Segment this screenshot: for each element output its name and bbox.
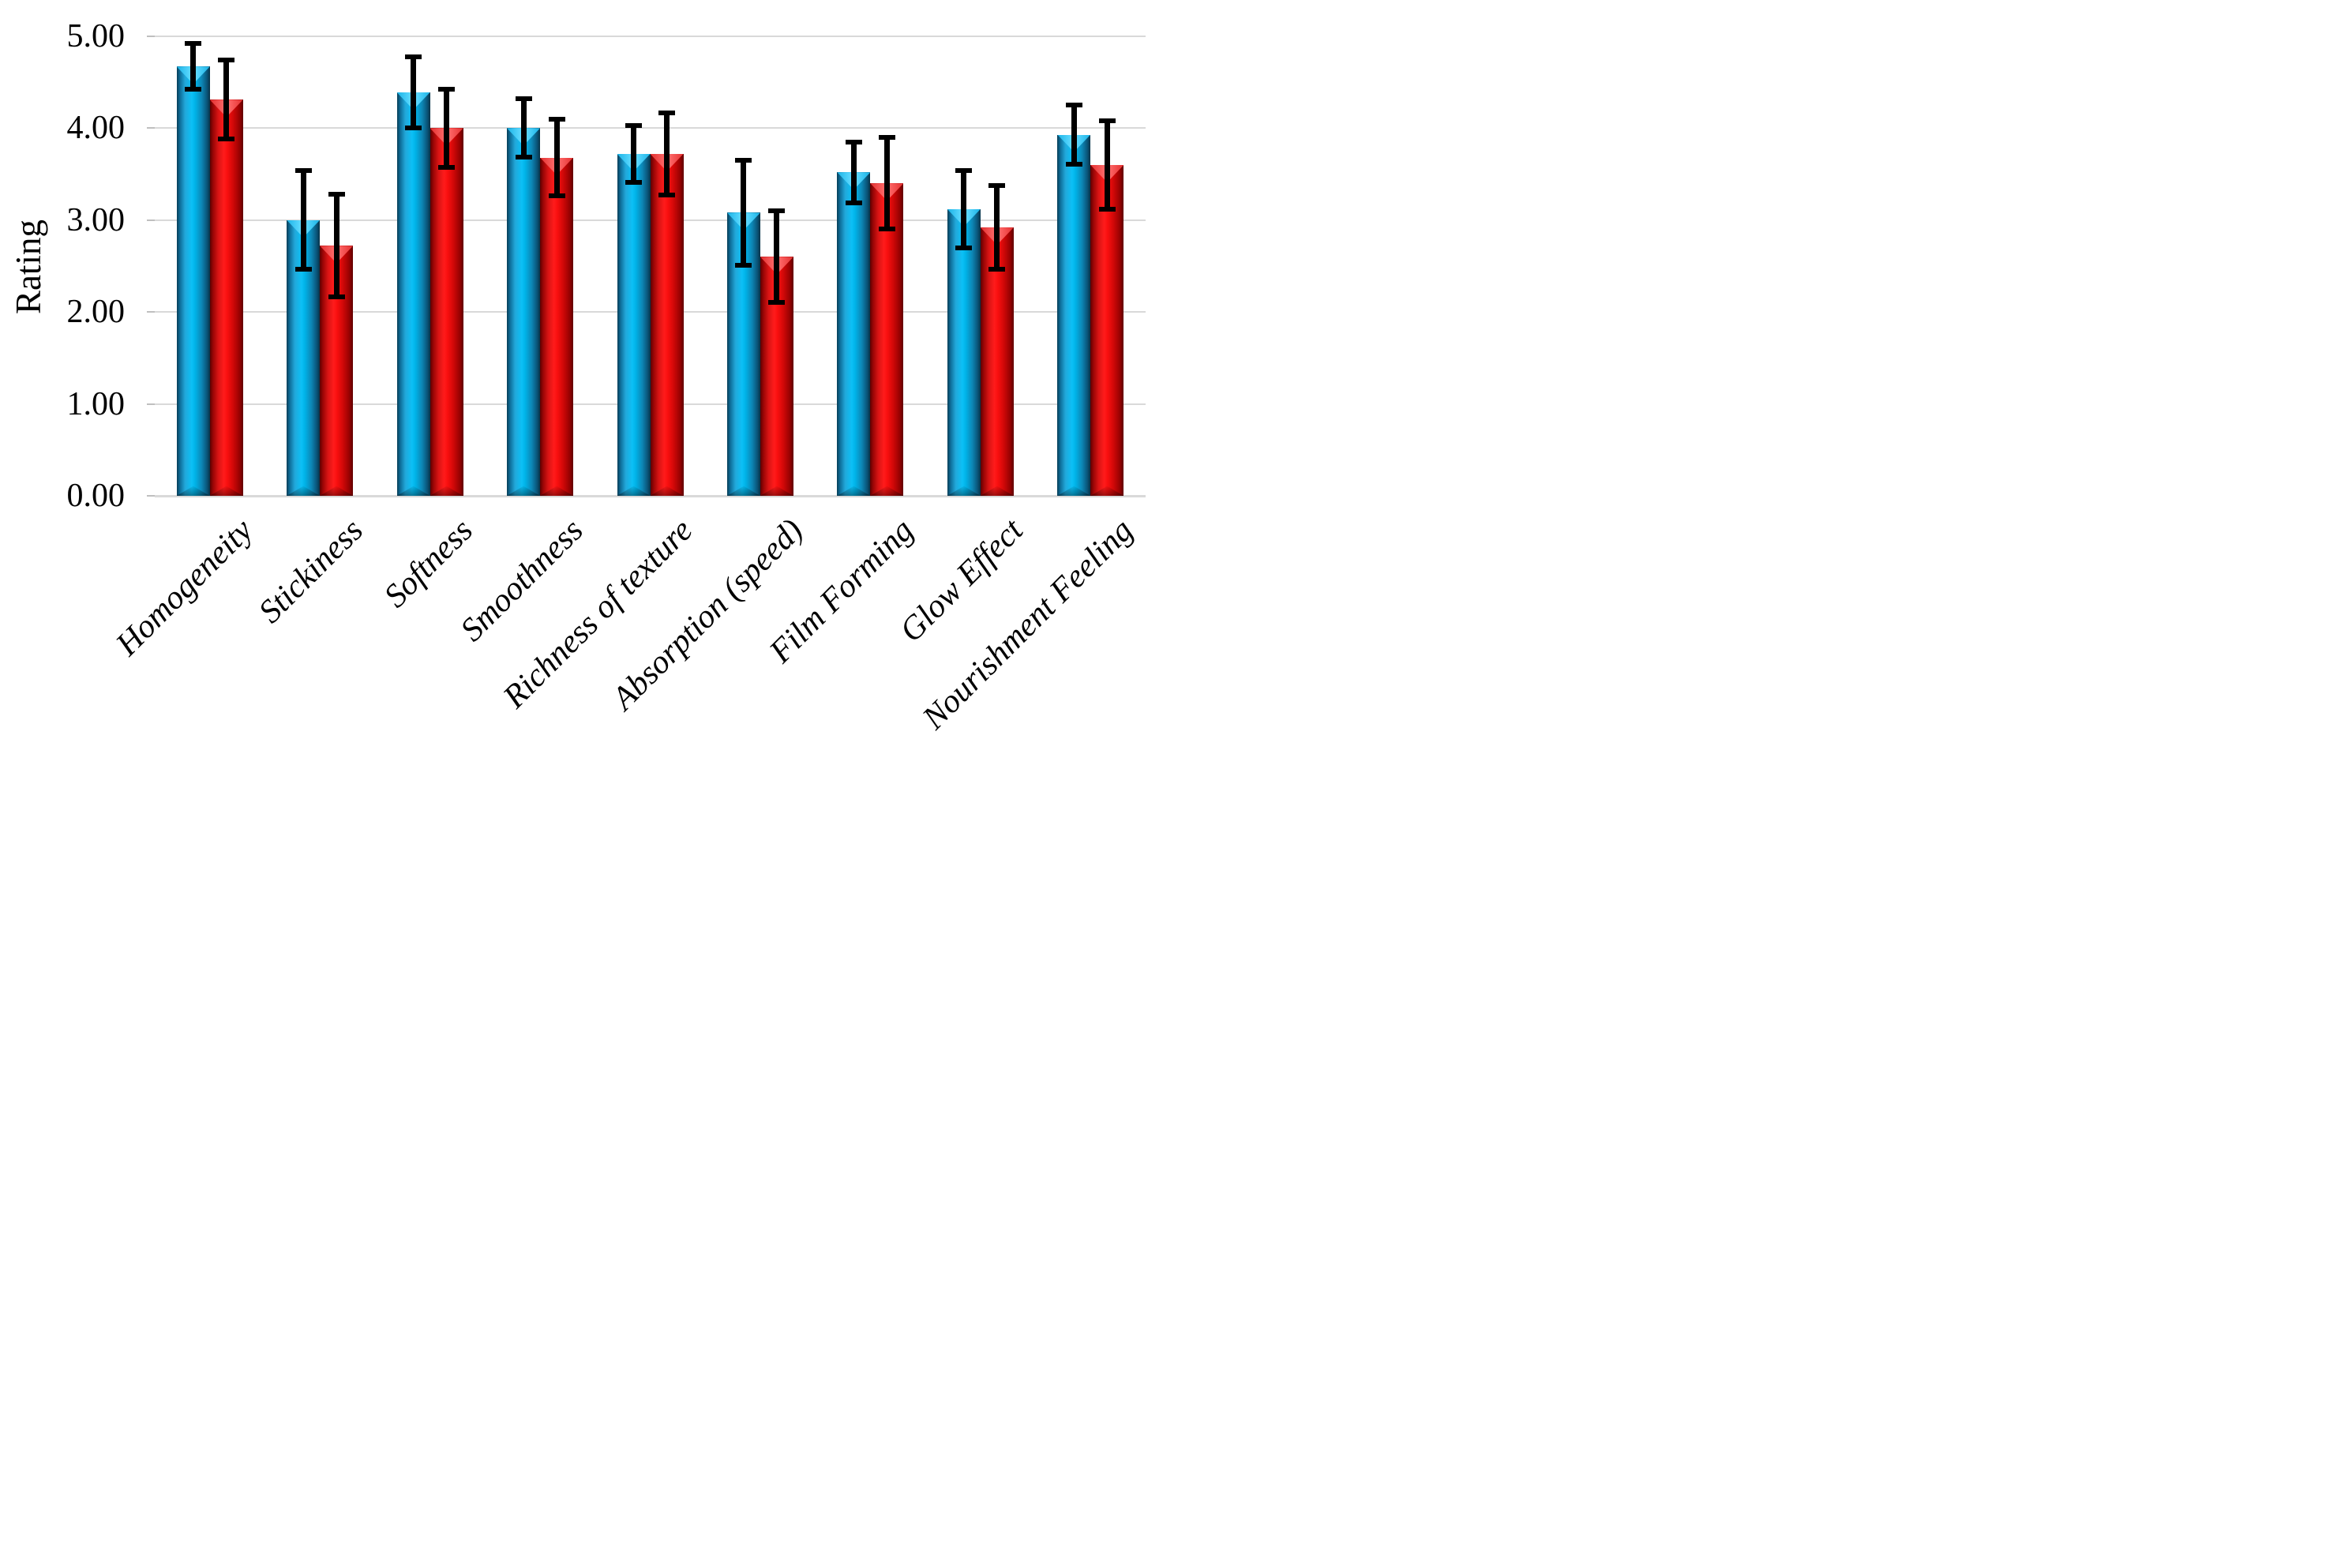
- bar-red-series: [430, 128, 463, 496]
- error-bar-cap-top: [438, 86, 456, 92]
- error-bar-stem: [520, 99, 527, 157]
- bar-blue-series: [617, 153, 651, 496]
- category-label: Richness of texture: [497, 512, 700, 716]
- y-axis-tick: [147, 219, 155, 221]
- error-bar-cap-top: [218, 58, 235, 63]
- y-axis-tick: [147, 36, 155, 37]
- bar-red-series: [980, 227, 1014, 496]
- bar-red-series: [540, 157, 574, 496]
- error-bar-stem: [411, 57, 417, 128]
- bar-blue-series: [176, 66, 210, 496]
- category-label: Softness: [377, 512, 480, 615]
- error-bar-cap-top: [515, 96, 532, 102]
- error-bar-cap-top: [625, 123, 642, 129]
- error-bar-cap-top: [1065, 103, 1082, 108]
- error-bar-stem: [223, 61, 230, 139]
- y-tick-label: 5.00: [66, 18, 126, 54]
- gridline: [155, 36, 1146, 37]
- error-bar-stem: [664, 113, 670, 195]
- y-tick-label: 3.00: [66, 201, 126, 238]
- error-bar-stem: [444, 89, 450, 167]
- error-bar-cap-bottom: [988, 267, 1006, 272]
- error-bar-cap-top: [1098, 118, 1116, 124]
- error-bar-cap-bottom: [845, 200, 862, 205]
- error-bar-stem: [961, 171, 967, 247]
- error-bar-cap-bottom: [735, 262, 752, 268]
- error-bar-stem: [883, 138, 890, 229]
- error-bar-cap-top: [845, 140, 862, 145]
- bar-blue-series: [396, 92, 430, 496]
- bar-red-series: [209, 99, 243, 496]
- y-tick-label: 0.00: [66, 478, 126, 514]
- error-bar-cap-bottom: [328, 294, 345, 300]
- category-label: Nourishment Feeling: [916, 512, 1141, 737]
- gridline: [155, 127, 1146, 129]
- error-bar-stem: [850, 143, 857, 202]
- error-bar-cap-top: [658, 110, 675, 115]
- gridline: [155, 495, 1146, 497]
- bar-blue-series: [947, 208, 981, 496]
- error-bar-cap-bottom: [1065, 161, 1082, 167]
- category-label: Homogeneity: [109, 512, 260, 663]
- error-bar-cap-bottom: [625, 179, 642, 185]
- error-bar-stem: [553, 119, 560, 196]
- error-bar-stem: [1104, 122, 1110, 208]
- error-bar-cap-bottom: [185, 87, 202, 92]
- y-tick-label: 1.00: [66, 385, 126, 422]
- error-bar-cap-bottom: [1098, 206, 1116, 212]
- error-bar-cap-top: [328, 192, 345, 197]
- bar-blue-series: [837, 172, 871, 496]
- y-axis-tick: [147, 403, 155, 405]
- error-bar-cap-bottom: [548, 193, 565, 199]
- bar-chart-figure: Rating 0.00 1.00 2.00 3.00 4.00 5.00 Homogenei…: [0, 0, 1168, 784]
- error-bar-cap-bottom: [294, 267, 312, 272]
- error-bar-stem: [741, 161, 747, 264]
- error-bar-stem: [774, 212, 780, 302]
- error-bar-cap-bottom: [658, 193, 675, 198]
- error-bar-cap-bottom: [955, 245, 973, 250]
- error-bar-stem: [994, 186, 1000, 269]
- error-bar-cap-bottom: [768, 300, 786, 306]
- category-label: Absorption (speed): [605, 512, 811, 718]
- error-bar-stem: [1071, 106, 1077, 163]
- error-bar-cap-bottom: [218, 137, 235, 142]
- error-bar-stem: [300, 171, 306, 269]
- y-axis-tick: [147, 495, 155, 497]
- error-bar-cap-top: [955, 168, 973, 174]
- y-tick-label: 4.00: [66, 110, 126, 147]
- error-bar-stem: [631, 126, 636, 182]
- bar-red-series: [1090, 164, 1124, 496]
- error-bar-cap-top: [548, 116, 565, 122]
- category-label: Stickiness: [251, 512, 370, 631]
- error-bar-cap-bottom: [515, 155, 532, 160]
- error-bar-cap-bottom: [438, 165, 456, 171]
- error-bar-cap-top: [405, 54, 422, 59]
- error-bar-cap-top: [294, 168, 312, 174]
- y-axis-tick: [147, 311, 155, 313]
- error-bar-stem: [333, 195, 339, 297]
- error-bar-cap-top: [185, 41, 202, 47]
- bar-red-series: [650, 153, 684, 496]
- bar-red-series: [870, 183, 904, 496]
- error-bar-cap-top: [735, 158, 752, 163]
- error-bar-cap-bottom: [405, 126, 422, 131]
- error-bar-cap-top: [768, 208, 786, 214]
- error-bar-cap-bottom: [878, 227, 895, 232]
- y-axis-tick: [147, 127, 155, 129]
- y-tick-label: 2.00: [66, 294, 126, 331]
- bar-blue-series: [1057, 134, 1091, 496]
- bar-blue-series: [507, 128, 541, 496]
- error-bar-cap-top: [988, 182, 1006, 188]
- error-bar-cap-top: [878, 135, 895, 141]
- error-bar-stem: [190, 44, 197, 89]
